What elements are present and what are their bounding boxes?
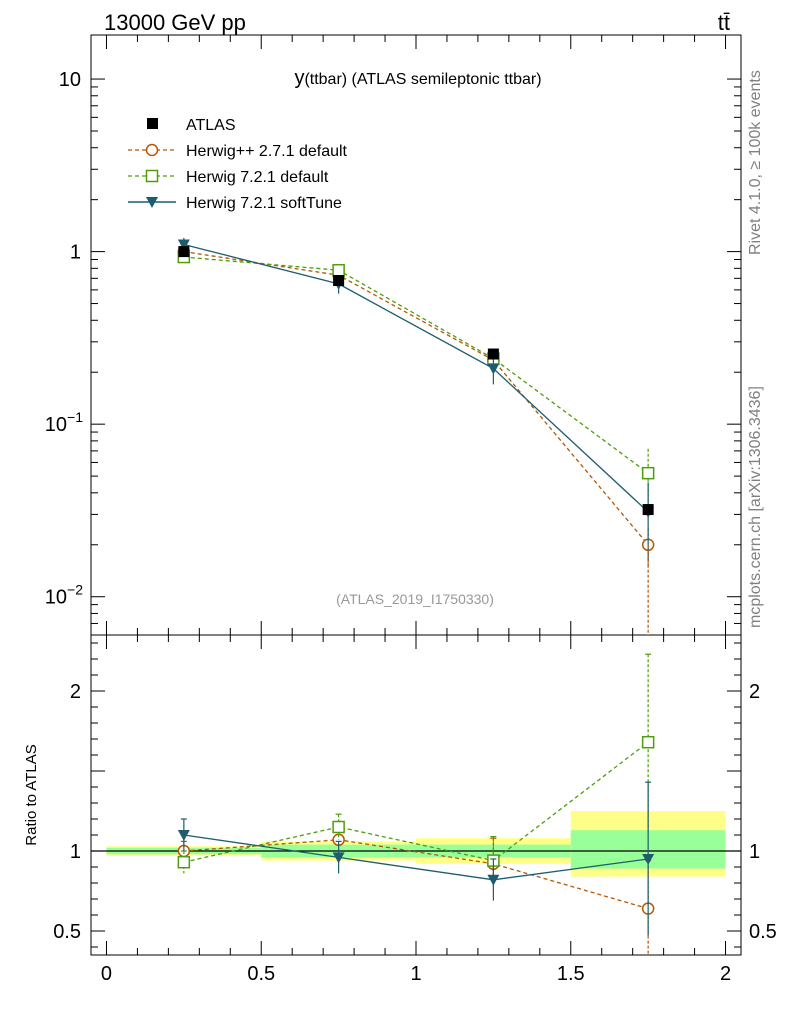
- main-line-herwig-7-2-1-softtune: [183, 243, 649, 513]
- legend-label-atlas: ATLAS: [186, 117, 236, 134]
- ratio-x-tick-label: 1.5: [557, 963, 585, 985]
- main-point-herwig-7-2-1-softtune: [177, 239, 190, 251]
- ratio-point-herwig-7-2-1-softtune: [177, 830, 190, 841]
- ratio-point-herwig-7-2-1-softtune: [332, 852, 345, 864]
- ratio-line-herwig-7-2-1-default: [183, 741, 649, 863]
- main-y-tick-label: 10: [59, 69, 81, 91]
- ratio-line-herwig-7-2-1-softtune: [183, 834, 649, 881]
- main-point-herwig-7-2-1-default: [641, 466, 655, 480]
- legend-entry-herwig7-softtune: Herwig 7.2.1 softTune: [128, 195, 342, 212]
- legend-entry-herwigpp: Herwig++ 2.7.1 default: [128, 143, 348, 160]
- legend-marker-herwigpp: [145, 143, 159, 157]
- rivet-version-label: Rivet 4.1.0, ≥ 100k events: [747, 70, 764, 255]
- ratio-plot-series: [177, 653, 655, 955]
- process-label: tt̄: [718, 10, 730, 35]
- main-y-tick-label: 1: [70, 242, 81, 264]
- legend-label-herwig7-softtune: Herwig 7.2.1 softTune: [186, 195, 342, 212]
- energy-label: 13000 GeV pp: [104, 10, 246, 35]
- main-line-herwig-7-2-1-default: [183, 256, 649, 474]
- main-y-tick-exponent: −1: [67, 409, 83, 425]
- ratio-point-herwig-7-2-1-default: [641, 735, 655, 749]
- ratio-y-tick-label: 1: [70, 841, 81, 863]
- ratio-line-herwig-2-7-1-default: [183, 839, 649, 910]
- legend-marker-herwig7-default: [145, 169, 159, 183]
- legend: ATLAS Herwig++ 2.7.1 default Herwig 7.2.…: [128, 117, 348, 212]
- main-title: y(ttbar) (ATLAS semileptonic ttbar): [294, 67, 541, 89]
- main-y-tick-base: 10: [45, 414, 67, 436]
- legend-marker-atlas: [147, 118, 158, 129]
- ratio-x-tick-label: 2: [720, 963, 731, 985]
- legend-label-herwigpp: Herwig++ 2.7.1 default: [186, 143, 348, 160]
- main-line-herwig-2-7-1-default: [183, 250, 649, 546]
- main-point-herwig-7-2-1-softtune: [487, 363, 500, 375]
- main-point-atlas: [487, 348, 499, 360]
- ratio-x-tick-label: 0.5: [247, 963, 275, 985]
- main-point-herwig-7-2-1-default: [332, 263, 345, 277]
- main-point-atlas: [178, 246, 190, 258]
- main-y-tick-exponent: −2: [67, 582, 83, 598]
- ratio-point-herwig-7-2-1-default: [332, 820, 345, 834]
- main-y-tick-label: 10−1: [45, 409, 83, 436]
- main-y-tick-base: 10: [45, 587, 67, 609]
- legend-label-herwig7-default: Herwig 7.2.1 default: [186, 169, 329, 186]
- ratio-y-tick-label: 0.5: [53, 921, 81, 943]
- ratio-y-axis-label: Ratio to ATLAS: [23, 744, 40, 845]
- main-point-atlas: [333, 275, 345, 287]
- ratio-x-tick-label: 0: [101, 963, 112, 985]
- legend-entry-atlas: ATLAS: [147, 117, 236, 134]
- main-y-tick-label: 10−2: [45, 582, 83, 609]
- ratio-y-tick-label-right: 1: [749, 841, 760, 863]
- ratio-y-tick-label-right: 2: [749, 681, 760, 703]
- title-sub: (ttbar) (ATLAS semileptonic ttbar): [304, 71, 541, 88]
- main-point-atlas: [642, 504, 654, 516]
- analysis-watermark: (ATLAS_2019_I1750330): [336, 591, 494, 607]
- legend-entry-herwig7-default: Herwig 7.2.1 default: [128, 169, 329, 186]
- title-main: y: [294, 67, 304, 89]
- ratio-y-tick-label: 2: [70, 681, 81, 703]
- mcplots-source-label: mcplots.cern.ch [arXiv:1306.3436]: [747, 386, 764, 628]
- ratio-point-herwig-7-2-1-softtune: [487, 874, 500, 886]
- legend-marker-herwig7-softtune: [146, 197, 158, 208]
- main-plot-series: [177, 237, 655, 635]
- ratio-x-tick-label: 1: [410, 963, 421, 985]
- ratio-y-tick-label-right: 0.5: [749, 921, 777, 943]
- ratio-point-herwig-7-2-1-default: [177, 855, 191, 869]
- ratio-point-herwig-7-2-1-softtune: [642, 854, 655, 865]
